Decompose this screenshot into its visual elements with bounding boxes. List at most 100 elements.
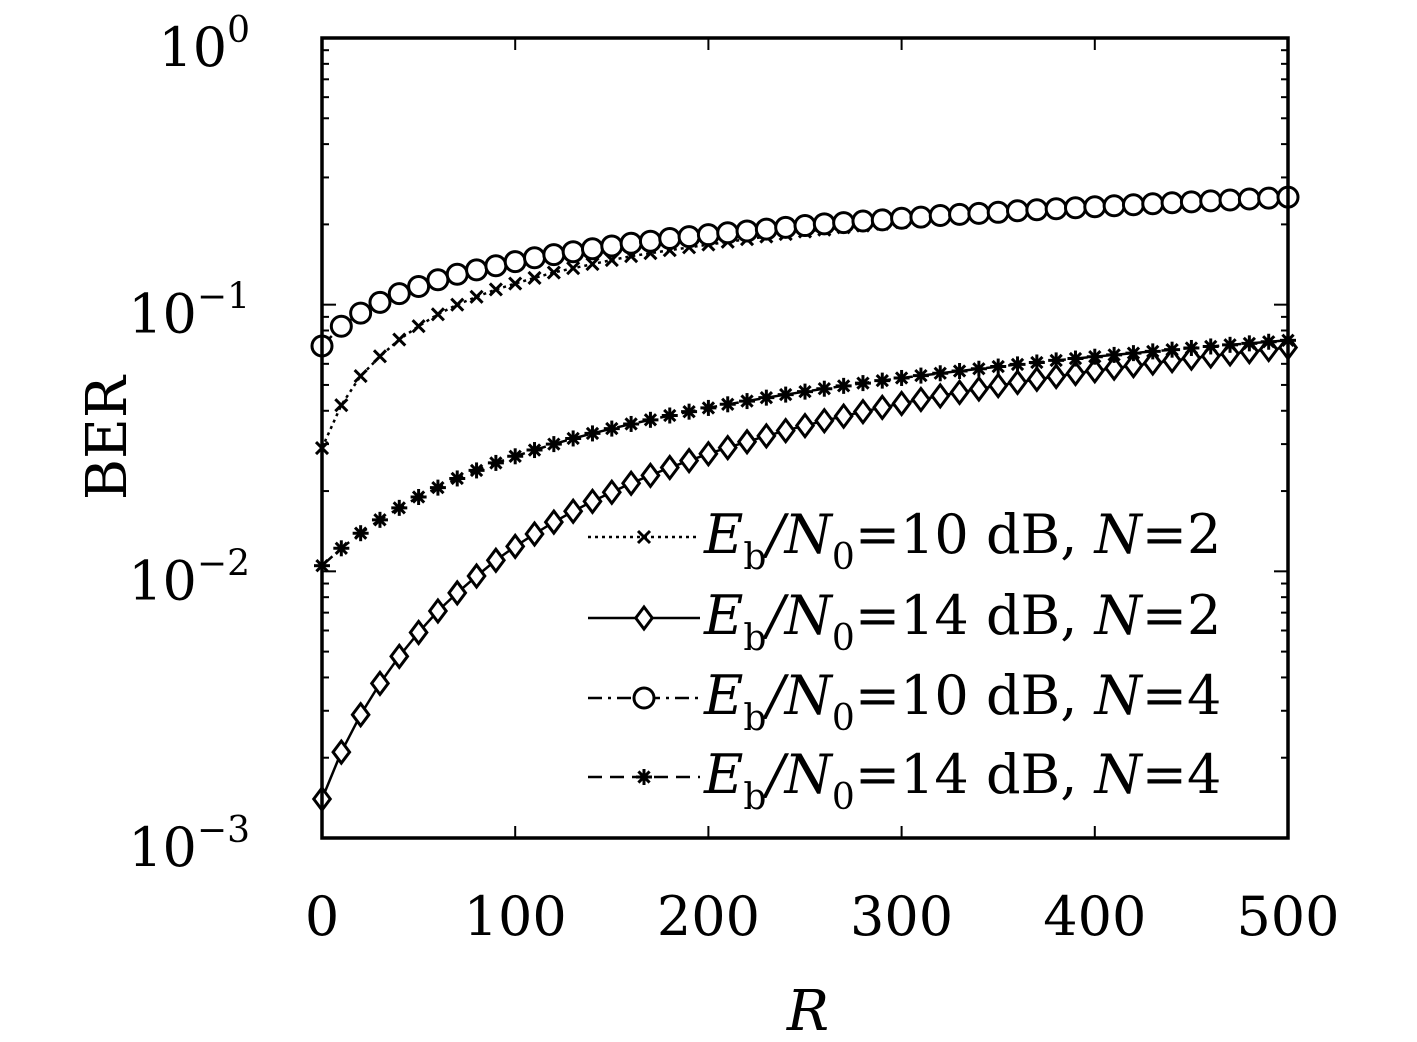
- marker-circle: [851, 209, 875, 233]
- marker-circle: [1218, 188, 1242, 212]
- marker-star: [391, 499, 408, 516]
- marker-star: [1164, 341, 1181, 358]
- marker-circle: [329, 314, 353, 338]
- marker-circle: [658, 227, 682, 251]
- legend-label: Eb/N0=14 dB, N=4: [703, 743, 1221, 818]
- marker-x: [527, 270, 542, 285]
- y-axis-title: BER: [75, 374, 140, 500]
- marker-x: [372, 349, 388, 364]
- y-tick-label: 10−3: [128, 810, 250, 879]
- marker-circle: [812, 212, 836, 236]
- marker-circle: [967, 201, 991, 225]
- marker-diamond: [408, 618, 429, 646]
- marker-star: [739, 393, 756, 410]
- marker-star: [623, 415, 640, 432]
- marker-star: [912, 367, 929, 384]
- marker-star: [1067, 350, 1084, 367]
- marker-circle: [754, 217, 778, 241]
- y-tick-label: 10−1: [128, 277, 250, 346]
- marker-diamond: [833, 402, 854, 430]
- marker-circle: [580, 237, 604, 261]
- marker-circle: [1006, 199, 1030, 223]
- marker-circle: [503, 250, 527, 274]
- marker-star: [449, 470, 466, 487]
- marker-circle: [986, 200, 1010, 224]
- marker-diamond: [852, 398, 874, 426]
- marker-circle: [696, 223, 720, 247]
- marker-diamond: [659, 454, 680, 482]
- marker-star: [487, 454, 504, 471]
- marker-circle: [426, 268, 450, 292]
- marker-star: [951, 362, 968, 379]
- marker-star: [526, 442, 543, 459]
- marker-diamond: [775, 417, 796, 445]
- y-tick-labels: 100 10−1 10−2 10−3: [128, 10, 250, 879]
- marker-star: [1144, 343, 1161, 360]
- marker-star: [545, 436, 562, 453]
- marker-diamond: [988, 372, 1009, 400]
- marker-circle: [909, 205, 933, 229]
- marker-star: [777, 386, 794, 403]
- legend-label: Eb/N0=10 dB, N=2: [703, 503, 1221, 578]
- marker-star: [970, 360, 987, 377]
- y-tick-label: 100: [158, 10, 250, 79]
- marker-circle: [948, 202, 972, 226]
- x-tick-label: 400: [1043, 885, 1146, 948]
- marker-circle: [600, 234, 624, 258]
- marker-circle: [1199, 189, 1223, 213]
- marker-diamond: [968, 375, 990, 403]
- marker-circle: [1044, 197, 1068, 221]
- marker-diamond: [447, 579, 468, 607]
- x-tick-label: 500: [1236, 885, 1339, 948]
- marker-diamond: [678, 447, 700, 475]
- legend-label: Eb/N0=10 dB, N=4: [703, 664, 1221, 739]
- marker-diamond: [1103, 354, 1125, 382]
- marker-star: [636, 769, 652, 785]
- legend-item-s4: Eb/N0=14 dB, N=4: [588, 743, 1221, 818]
- marker-circle: [890, 206, 914, 230]
- marker-star: [758, 389, 775, 406]
- marker-x: [392, 332, 407, 347]
- marker-circle: [1237, 187, 1261, 211]
- marker-diamond: [930, 382, 951, 410]
- marker-star: [1125, 345, 1142, 362]
- marker-diamond: [620, 469, 642, 497]
- marker-x: [546, 265, 561, 280]
- marker-star: [874, 372, 891, 389]
- marker-diamond: [563, 497, 584, 525]
- marker-circle: [368, 290, 392, 314]
- marker-diamond: [756, 422, 777, 450]
- marker-circle: [619, 231, 643, 255]
- marker-star: [1009, 356, 1026, 373]
- marker-star: [1106, 346, 1123, 363]
- marker-circle: [349, 301, 373, 325]
- marker-star: [429, 479, 446, 496]
- marker-circle: [870, 208, 894, 232]
- x-tick-labels: 0 100 200 300 400 500: [305, 885, 1340, 948]
- series-layer: [310, 185, 1300, 813]
- marker-diamond: [543, 508, 564, 536]
- marker-diamond: [891, 389, 912, 417]
- marker-x: [411, 319, 426, 334]
- marker-circle: [793, 214, 817, 238]
- marker-star: [1183, 339, 1200, 356]
- marker-diamond: [814, 407, 835, 435]
- marker-diamond: [369, 669, 391, 697]
- marker-star: [565, 430, 582, 447]
- marker-star: [584, 425, 601, 442]
- marker-star: [1260, 333, 1277, 350]
- marker-diamond: [582, 487, 603, 515]
- legend: Eb/N0=10 dB, N=2Eb/N0=14 dB, N=2Eb/N0=10…: [588, 503, 1221, 818]
- marker-diamond: [1065, 359, 1086, 387]
- marker-diamond: [524, 520, 545, 548]
- marker-diamond: [466, 562, 487, 590]
- marker-star: [854, 375, 871, 392]
- marker-star: [719, 396, 736, 413]
- marker-circle: [638, 229, 662, 253]
- marker-diamond: [949, 378, 970, 406]
- marker-x: [488, 282, 503, 297]
- y-tick-label: 10−2: [128, 543, 250, 612]
- marker-circle: [523, 246, 547, 270]
- marker-diamond: [389, 642, 410, 670]
- marker-circle: [407, 274, 431, 298]
